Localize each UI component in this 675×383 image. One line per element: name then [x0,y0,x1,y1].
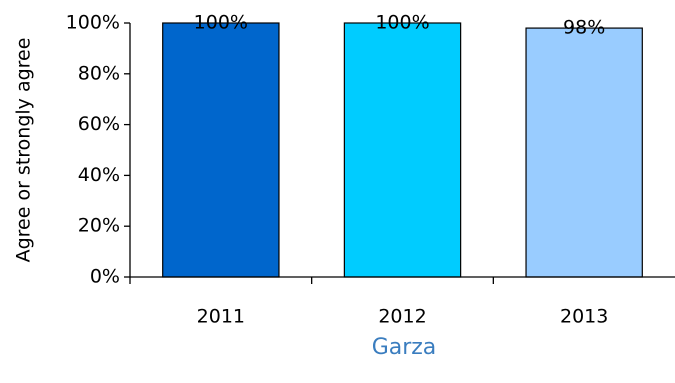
bar [525,27,643,278]
y-tick-label: 0% [90,266,120,288]
y-axis-label: Agree or strongly agree [13,38,35,263]
y-tick-label: 20% [78,215,120,237]
x-axis-label: Garza [372,335,437,360]
y-tick-label: 60% [78,113,120,135]
y-tick-label: 100% [66,12,120,34]
bar [343,22,462,278]
value-label: 100% [375,12,429,34]
y-tick-label: 40% [78,164,120,186]
x-tick-label: 2011 [197,306,245,328]
y-tick-label: 80% [78,62,120,84]
bar [162,22,280,278]
x-tick-label: 2012 [378,306,426,328]
value-label: 100% [194,12,248,34]
x-tick-label: 2013 [560,306,608,328]
value-label: 98% [563,17,605,39]
